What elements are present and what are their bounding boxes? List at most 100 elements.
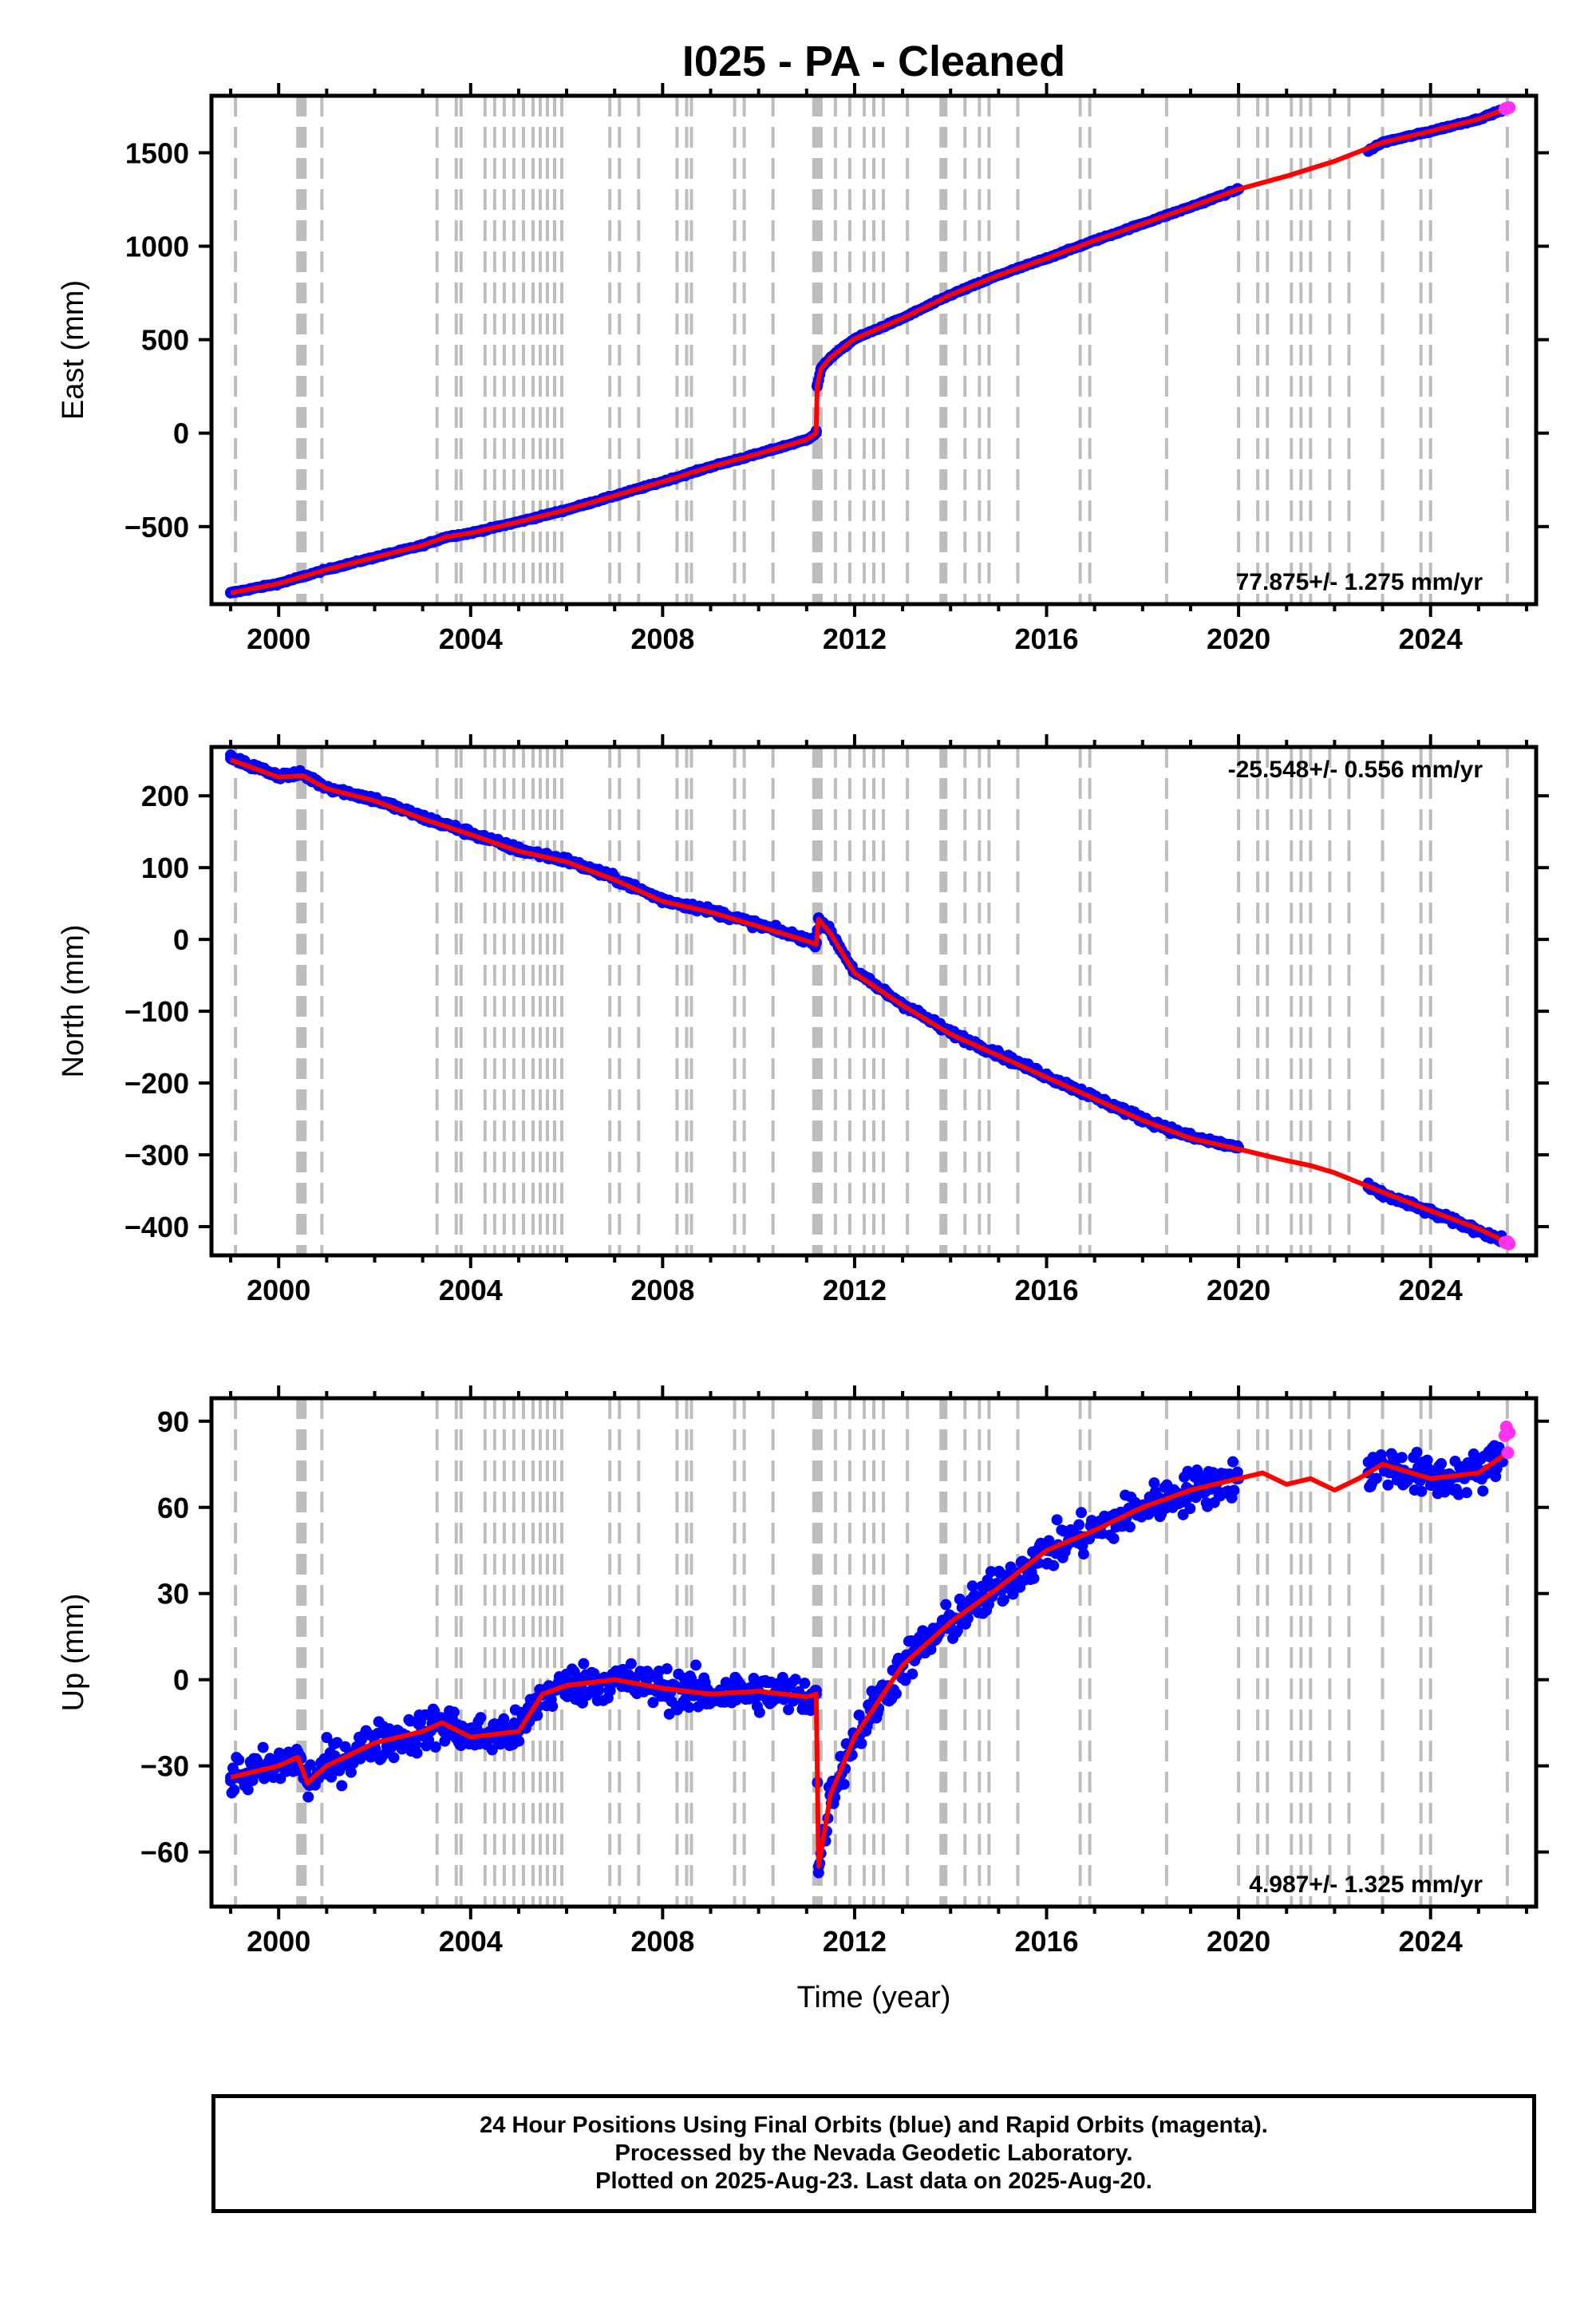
final-orbit-point (966, 1580, 978, 1592)
final-orbit-point (498, 1713, 510, 1725)
final-orbit-point (998, 1594, 1009, 1606)
x-tick-label: 2004 (439, 622, 503, 655)
rapid-orbit-point (1503, 1237, 1516, 1251)
x-tick-label: 2020 (1207, 1925, 1270, 1958)
final-orbit-point (804, 1705, 816, 1717)
final-orbit-point (1007, 1588, 1019, 1600)
final-orbit-point (257, 1741, 269, 1753)
final-orbit-point (305, 1759, 317, 1771)
final-orbit-point (247, 1774, 259, 1786)
east-frame (209, 93, 1539, 607)
final-orbit-point (940, 1599, 952, 1611)
east-final-orbit-points (225, 104, 1508, 599)
rapid-orbit-point (1501, 1446, 1515, 1460)
y-tick-label: −100 (124, 995, 189, 1028)
final-orbit-point (1421, 1454, 1433, 1466)
final-orbit-point (799, 1678, 811, 1690)
x-tick-label: 2004 (439, 1925, 503, 1958)
final-orbit-point (783, 1704, 795, 1716)
north-final-orbit-points (225, 749, 1508, 1247)
final-orbit-point (547, 1700, 559, 1712)
final-orbit-point (1077, 1548, 1089, 1560)
final-orbit-point (242, 1784, 254, 1796)
final-orbit-point (233, 1754, 245, 1766)
x-tick-label: 2024 (1399, 1274, 1463, 1306)
final-orbit-point (661, 1663, 673, 1675)
final-orbit-point (411, 1747, 423, 1759)
final-orbit-point (448, 1706, 460, 1718)
east-plot-area (225, 96, 1516, 604)
north-frame (209, 745, 1539, 1258)
final-orbit-point (1228, 1484, 1240, 1496)
x-tick-label: 2000 (247, 1274, 310, 1306)
final-orbit-point (1124, 1521, 1136, 1533)
x-tick-label: 2024 (1399, 1925, 1463, 1958)
y-tick-label: 100 (141, 852, 189, 884)
y-tick-label: −300 (124, 1139, 189, 1172)
final-orbit-point (1460, 1487, 1472, 1499)
final-orbit-point (951, 1625, 963, 1637)
y-tick-label: 30 (157, 1578, 189, 1611)
final-orbit-point (336, 1780, 348, 1792)
x-tick-label: 2016 (1014, 1925, 1078, 1958)
y-tick-label: 0 (173, 417, 189, 450)
final-orbit-point (1411, 1446, 1423, 1458)
y-tick-label: 1000 (125, 231, 189, 263)
final-orbit-point (1073, 1519, 1085, 1531)
final-orbit-point (1076, 1507, 1088, 1519)
final-orbit-point (1048, 1559, 1060, 1571)
final-orbit-point (1051, 1514, 1063, 1526)
x-tick-label: 2008 (630, 622, 694, 655)
y-tick-label: 60 (157, 1492, 189, 1524)
north-rate-label: -25.548+/- 0.556 mm/yr (1228, 757, 1483, 783)
final-orbit-point (789, 1674, 801, 1686)
y-tick-label: −30 (140, 1750, 189, 1783)
east-panel: 2000 2004 2008 2012 2016 2020 2024 −500 0 500 1000… (57, 83, 1549, 655)
final-orbit-point (486, 1744, 498, 1756)
figure-title: I025 - PA - Cleaned (682, 38, 1065, 85)
x-tick-label: 2016 (1014, 1274, 1078, 1306)
y-tick-label: 500 (141, 324, 189, 357)
final-orbit-point (475, 1712, 487, 1724)
footer-line-2: Processed by the Nevada Geodetic Laborat… (614, 2140, 1133, 2166)
final-orbit-point (302, 1791, 314, 1803)
final-orbit-point (388, 1752, 400, 1764)
up-final-orbit-points (225, 1440, 1508, 1879)
final-orbit-point (228, 1784, 240, 1796)
final-orbit-point (513, 1735, 525, 1747)
x-tick-label: 2016 (1014, 622, 1078, 655)
x-tick-label: 2012 (823, 1274, 887, 1306)
final-orbit-point (345, 1766, 357, 1778)
final-orbit-point (1227, 1456, 1238, 1468)
north-model-line (230, 757, 1509, 1245)
up-panel: 2000 2004 2008 2012 2016 2020 2024 −60 −30 0 30 60 9… (57, 1385, 1549, 2014)
y-tick-label: 200 (141, 780, 189, 812)
final-orbit-point (647, 1697, 659, 1709)
final-orbit-point (1370, 1472, 1382, 1484)
final-orbit-point (429, 1741, 441, 1753)
final-orbit-point (423, 1734, 435, 1746)
up-plot-area (225, 1398, 1516, 1907)
y-tick-label: 90 (157, 1405, 189, 1438)
final-orbit-point (753, 1706, 765, 1718)
final-orbit-point (410, 1738, 422, 1750)
final-orbit-point (985, 1566, 997, 1578)
north-panel: 2000 2004 2008 2012 2016 2020 2024−400−300−200… (57, 734, 1549, 1306)
north-plot-area (225, 747, 1516, 1255)
final-orbit-point (838, 1778, 850, 1790)
footer-line-3: Plotted on 2025-Aug-23. Last data on 202… (595, 2168, 1152, 2194)
final-orbit-point (321, 1732, 333, 1744)
x-tick-label: 2020 (1207, 1274, 1270, 1306)
x-tick-label: 2012 (823, 1925, 887, 1958)
y-tick-label: −60 (140, 1836, 189, 1869)
east-y-axis-label: East (mm) (57, 280, 90, 420)
x-tick-label: 2004 (439, 1274, 503, 1306)
y-tick-label: −200 (124, 1067, 189, 1100)
final-orbit-point (690, 1659, 702, 1671)
final-orbit-point (1439, 1486, 1451, 1498)
x-tick-label: 2008 (630, 1925, 694, 1958)
final-orbit-point (1436, 1457, 1448, 1469)
final-orbit-point (625, 1658, 637, 1670)
rapid-orbit-point (1503, 1426, 1516, 1440)
